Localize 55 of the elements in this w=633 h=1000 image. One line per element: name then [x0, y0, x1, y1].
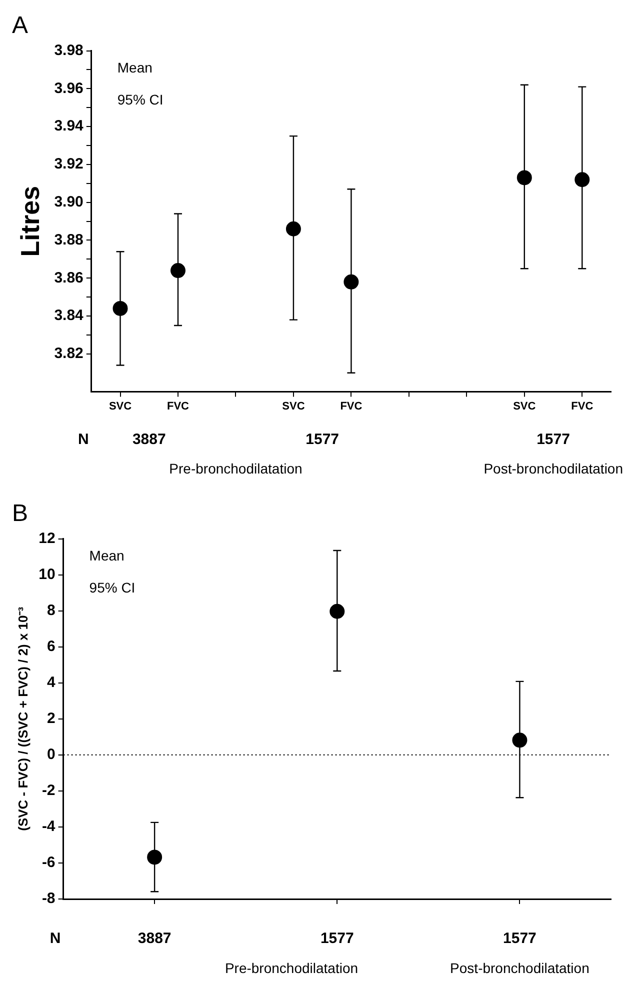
y-tick-label: -2	[42, 782, 56, 800]
chart-title: B	[12, 500, 28, 528]
y-tick-label: 2	[46, 710, 56, 728]
text: 1577	[536, 430, 570, 448]
y-tick-label: 12	[38, 530, 56, 547]
point	[512, 732, 528, 748]
text: Pre-bronchodilatation	[224, 960, 358, 976]
y-tick-label: -6	[42, 854, 56, 872]
x-tick-label: FVC	[571, 400, 594, 412]
text: N	[78, 430, 89, 448]
y-tick-label: 3.88	[54, 231, 84, 248]
y-tick-label: 3.82	[54, 345, 84, 362]
y-tick-label: 3.96	[54, 80, 84, 97]
y-tick-label: 3.84	[54, 307, 84, 324]
annotation: Mean	[89, 548, 124, 564]
y-tick-label: 3.92	[54, 156, 84, 173]
annotation: Mean	[117, 60, 152, 76]
point	[147, 850, 162, 865]
text: N	[50, 930, 61, 948]
text: Post-bronchodilatation	[484, 460, 623, 477]
point	[344, 274, 359, 290]
point	[170, 263, 186, 278]
y-tick-label: 8	[46, 602, 56, 619]
point	[516, 170, 532, 186]
point	[574, 172, 590, 188]
y-tick-label: 6	[46, 638, 56, 655]
y-tick-label: 10	[38, 566, 56, 583]
text: 3887	[132, 430, 166, 448]
x-tick-label: FVC	[166, 400, 190, 412]
y-axis-title: (SVC - FVC) / ((SVC + FVC) / 2) x 10⁻³	[15, 606, 30, 831]
x-tick-label: SVC	[108, 400, 132, 412]
text: 3887	[138, 930, 172, 948]
text: 1577	[503, 930, 536, 948]
y-tick-label: -4	[42, 818, 56, 836]
y-tick-label: 3.94	[54, 118, 84, 135]
point	[330, 604, 345, 619]
y-tick-label: 4	[46, 674, 56, 692]
x-tick-label: SVC	[513, 400, 536, 412]
text: Post-bronchodilatation	[450, 960, 590, 976]
text: 1577	[306, 430, 340, 448]
chart-title: A	[12, 12, 28, 40]
annotation: 95% CI	[117, 92, 164, 108]
y-tick-label: 3.86	[54, 269, 84, 286]
text: 1577	[320, 930, 354, 948]
point	[112, 300, 128, 316]
y-tick-label: 3.90	[54, 193, 84, 210]
annotation: 95% CI	[89, 580, 136, 596]
x-tick-label: SVC	[282, 400, 305, 412]
y-tick-label: -8	[42, 890, 56, 908]
text: Pre-bronchodilatation	[169, 460, 302, 477]
y-tick-label: 3.98	[54, 42, 84, 59]
y-axis-title: Litres	[14, 186, 45, 257]
point	[286, 221, 301, 236]
y-tick-label: 0	[46, 746, 56, 764]
x-tick-label: FVC	[340, 400, 362, 412]
